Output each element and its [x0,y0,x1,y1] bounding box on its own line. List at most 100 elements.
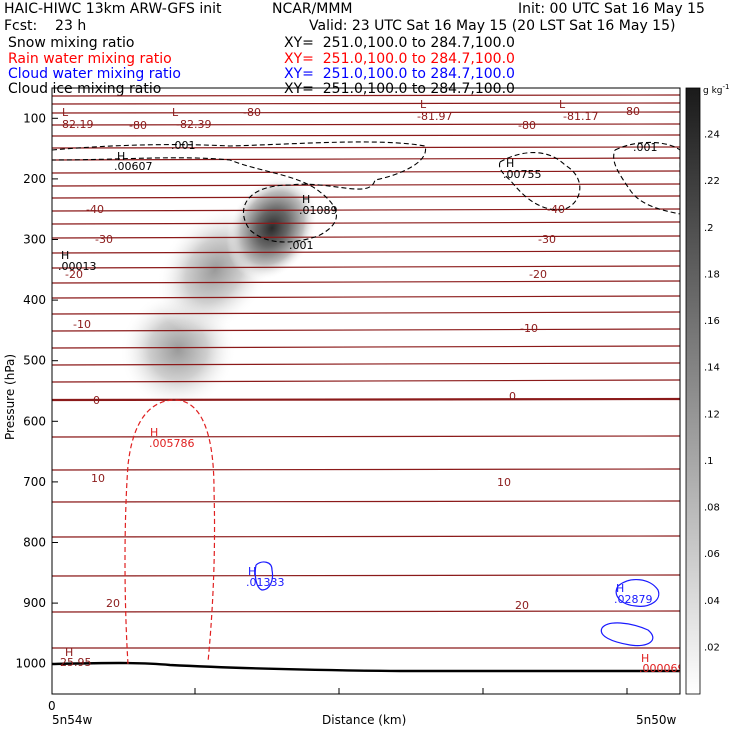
colorbar-tick-label: .06 [704,549,720,560]
legend-xy-rain: XY= 251.0,100.0 to 284.7,100.0 [284,51,515,67]
colorbar-tick-label: .22 [704,176,720,187]
temp-label: -80 [243,106,261,119]
snow-max-label: .00607 [114,160,153,173]
low-marker: L [559,98,566,111]
colorbar: .02 .04 .06 .08 .1 .12 .14 .16 .18 .2 .22 .24 g kg-… [685,83,729,695]
snow-max-label: .00755 [503,168,542,181]
y-axis: 100 200 300 400 500 600 700 800 900 1000 [15,111,58,671]
temp-label: -30 [95,233,113,246]
low-marker: L [62,106,69,119]
axes: 0 5n54w 5n50w Distance (km) 100200300400… [3,87,681,727]
temp-min-label: -81.97 [417,110,452,123]
high-marker: H [641,652,649,665]
colorbar-tick-label: .16 [704,316,720,327]
colorbar-bar [685,87,701,695]
org-title: NCAR/MMM [272,1,353,17]
legend-xy-cloud-ice: XY= 251.0,100.0 to 284.7,100.0 [284,81,515,97]
temp-label: 20 [106,597,120,610]
temp-label: 0 [93,394,100,407]
colorbar-tick-label: .18 [704,269,720,280]
colorbar-tick-label: .1 [704,456,714,467]
forecast-hour: Fcst: 23 h [4,18,86,34]
temp-max-label: 25.95 [60,656,92,669]
low-marker: L [172,106,179,119]
temp-label: 10 [497,476,511,489]
terrain-line [52,661,680,673]
colorbar-tick-label: .14 [704,363,720,374]
y-tick-label: 200 [23,172,46,186]
temp-label: -40 [86,203,104,216]
high-marker: H [65,646,73,659]
colorbar-tick-label: .04 [704,596,720,607]
temp-label: 10 [91,472,105,485]
legend-xy-cloud-water: XY= 251.0,100.0 to 284.7,100.0 [284,66,515,82]
x-axis-label: Distance (km) [322,713,406,727]
colorbar-tick-label: .24 [704,130,720,141]
y-axis-label: Pressure (hPa) [3,354,17,440]
legend-label-cloud-ice: Cloud ice mixing ratio [8,81,161,97]
colorbar-tick-label: .08 [704,503,720,514]
legend-label-snow: Snow mixing ratio [8,35,134,51]
y-tick-label: 800 [23,536,46,550]
y-tick-label: 900 [23,596,46,610]
ice-contour-label: .001 [289,239,314,252]
high-marker: H [150,426,158,439]
init-time: Init: 00 UTC Sat 16 May 15 [518,1,705,17]
y-tick-label: 500 [23,354,46,368]
legend-label-rain: Rain water mixing ratio [8,51,172,67]
y-tick-label: 1000 [15,657,46,671]
high-marker: H [302,193,310,206]
cloud-water-max-label: .000069 [639,662,685,675]
temp-label: -20 [529,268,547,281]
temp-label: -80 [518,119,536,132]
snow-max-label: .01089 [299,204,338,217]
temp-min-label: -82.39 [176,118,211,131]
ice-contour-label: .001 [633,141,658,154]
y-tick-label: 300 [23,233,46,247]
high-marker: H [506,157,514,170]
x-axis: 0 5n54w 5n50w Distance (km) [48,688,677,727]
temp-label: -40 [547,203,565,216]
snow-shade-core [226,175,318,281]
cloud-water-max-label: .01333 [246,576,285,589]
temp-label: -80 [622,105,640,118]
colorbar-tick-label: .02 [704,642,720,653]
y-tick-label: 700 [23,475,46,489]
temp-min-label: -81.17 [563,110,598,123]
snow-max-label: .00013 [58,260,97,273]
snow-shading [119,175,318,410]
high-marker: H [61,249,69,262]
temp-label: -30 [538,233,556,246]
x-tick-label: 5n54w [52,713,93,727]
cloud-water-max-label: .02879 [614,593,653,606]
colorbar-unit: g kg-1 [703,83,729,96]
x-tick-label: 5n50w [636,713,677,727]
temp-label: -10 [73,318,91,331]
y-tick-label: 100 [23,111,46,125]
temp-min-label: -82.19 [58,118,93,131]
high-marker: H [117,150,125,163]
temp-label: -10 [520,322,538,335]
y-tick-label: 600 [23,414,46,428]
high-marker: H [616,582,624,595]
cloud-ice-contours [52,141,680,243]
plot-frame [51,87,681,695]
cloud-water-contours [254,561,660,647]
field-legend: Snow mixing ratio XY= 251.0,100.0 to 284… [8,35,515,97]
plot-area: -80 -80 -80 -80 -40 -40 -30 -30 -20 -20 … [52,94,685,675]
legend-xy-snow: XY= 251.0,100.0 to 284.7,100.0 [284,35,515,51]
y-tick-label: 400 [23,293,46,307]
colorbar-tick-label: .2 [704,223,714,234]
valid-time: Valid: 23 UTC Sat 16 May 15 (20 LST Sat … [309,18,675,34]
rain-contour [124,399,216,665]
ice-contour-label: .001 [171,139,196,152]
rain-max-label: .005786 [149,437,195,450]
colorbar-tick-label: .12 [704,409,720,420]
temp-label: 20 [515,599,529,612]
contour-labels: -80 -80 -80 -80 -40 -40 -30 -30 -20 -20 … [58,98,685,675]
high-marker: H [248,565,256,578]
temp-label: 0 [509,390,516,403]
x-zero-label: 0 [48,699,56,713]
temp-label: -20 [65,268,83,281]
